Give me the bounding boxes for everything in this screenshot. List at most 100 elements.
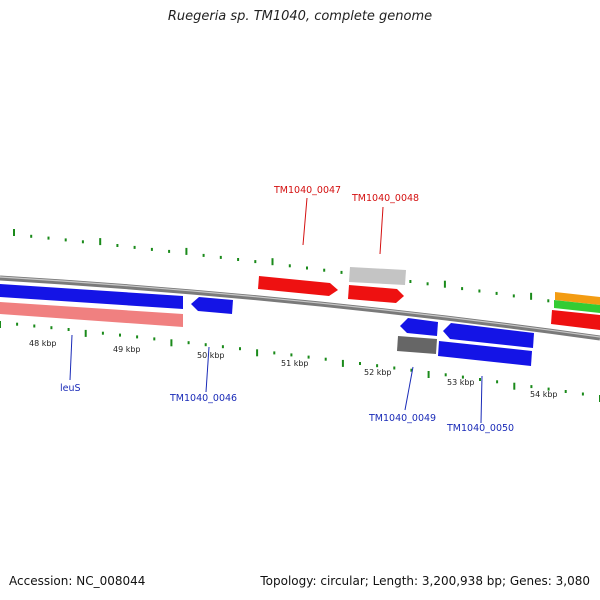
major-tick: [443, 280, 446, 288]
gene-label-0049[interactable]: TM1040_0049: [368, 413, 436, 424]
gene-green-feature[interactable]: [554, 300, 600, 313]
kbp-label: 52 kbp: [364, 368, 392, 377]
minor-tick: [288, 264, 291, 268]
major-tick: [427, 371, 430, 378]
minor-tick: [221, 345, 224, 349]
gene-0048-cds-feature[interactable]: [349, 267, 406, 285]
gene-label-leuS[interactable]: leuS: [60, 383, 81, 394]
gene-0050-cds-feature[interactable]: [438, 341, 532, 366]
minor-tick: [324, 357, 327, 361]
gene-label-0050[interactable]: TM1040_0050: [446, 423, 514, 434]
minor-tick: [547, 387, 550, 391]
major-tick: [256, 349, 259, 357]
leader-line-0049: [404, 366, 414, 411]
minor-tick: [50, 326, 53, 330]
gene-0047-feature[interactable]: [258, 276, 338, 296]
kbp-label: 49 kbp: [113, 345, 141, 354]
minor-tick: [150, 247, 153, 251]
genome-backbone-highlight: [0, 276, 600, 338]
leader-line-0050: [480, 375, 483, 424]
minor-tick: [306, 266, 308, 270]
minor-tick: [409, 280, 412, 283]
leader-line-0046: [205, 346, 210, 393]
kbp-label: 51 kbp: [281, 359, 309, 368]
gene-0046-feature[interactable]: [191, 297, 233, 314]
kbp-label: 50 kbp: [197, 351, 225, 360]
major-tick: [13, 229, 15, 236]
minor-tick: [479, 378, 481, 381]
minor-tick: [290, 353, 293, 357]
minor-tick: [254, 260, 257, 264]
major-tick: [513, 382, 516, 390]
minor-tick: [47, 236, 50, 240]
minor-tick: [204, 343, 207, 347]
minor-tick: [202, 253, 205, 257]
gene-red-right-feature[interactable]: [551, 310, 600, 330]
minor-tick: [495, 291, 498, 295]
minor-tick: [133, 245, 136, 249]
minor-tick: [116, 244, 119, 247]
minor-tick: [119, 333, 121, 337]
minor-tick: [30, 234, 33, 238]
minor-tick: [581, 392, 584, 396]
minor-tick: [530, 385, 533, 389]
major-tick: [0, 321, 1, 328]
genome-title: Ruegeria sp. TM1040, complete genome: [167, 9, 433, 24]
gene-0049-feature[interactable]: [400, 318, 438, 336]
minor-tick: [496, 380, 499, 384]
gene-orange-feature[interactable]: [555, 292, 600, 305]
gene-label-0046[interactable]: TM1040_0046: [169, 393, 237, 404]
minor-tick: [359, 362, 361, 365]
minor-tick: [512, 294, 515, 298]
major-tick: [84, 329, 87, 337]
gene-0049-cds-feature[interactable]: [397, 336, 437, 354]
major-tick: [185, 247, 188, 255]
minor-tick: [478, 289, 481, 293]
minor-tick: [564, 390, 567, 393]
minor-tick: [461, 287, 464, 291]
minor-tick: [187, 341, 190, 345]
kbp-label: 48 kbp: [29, 339, 57, 348]
leader-line-0048: [379, 206, 384, 255]
gene-0048-feature[interactable]: [348, 285, 404, 303]
leader-line-0047: [302, 197, 308, 246]
leader-line-leuS: [69, 334, 73, 381]
minor-tick: [16, 322, 19, 326]
kbp-label: 54 kbp: [530, 390, 558, 399]
minor-tick: [33, 324, 36, 328]
gene-label-0048[interactable]: TM1040_0048: [351, 193, 419, 204]
minor-tick: [376, 364, 379, 368]
kbp-labels: 48 kbp 49 kbp 50 kbp 51 kbp 52 kbp 53 kb…: [29, 339, 558, 399]
genome-summary-text: Topology: circular; Length: 3,200,938 bp…: [260, 574, 590, 588]
major-tick: [341, 359, 344, 367]
minor-tick: [461, 375, 464, 379]
minor-tick: [136, 335, 139, 339]
minor-tick: [219, 255, 222, 259]
minor-tick: [307, 355, 310, 359]
gene-label-leaders: [69, 197, 483, 424]
minor-tick: [426, 282, 429, 286]
gene-leuS-feature[interactable]: [0, 284, 183, 309]
kbp-label: 53 kbp: [447, 378, 475, 387]
minor-tick: [547, 299, 550, 303]
gene-leuS-cds-feature[interactable]: [0, 302, 183, 327]
minor-tick: [153, 337, 156, 341]
minor-tick: [273, 351, 276, 355]
minor-tick: [237, 258, 240, 261]
accession-text: Accession: NC_008044: [9, 574, 146, 588]
major-tick: [530, 292, 533, 300]
minor-tick: [323, 268, 326, 272]
minor-tick: [101, 331, 104, 335]
minor-tick: [444, 373, 447, 377]
minor-tick: [393, 366, 396, 370]
minor-tick: [340, 270, 343, 274]
gene-label-0047[interactable]: TM1040_0047: [273, 185, 341, 196]
minor-tick: [81, 240, 84, 244]
major-tick: [99, 238, 102, 246]
major-tick: [170, 339, 173, 347]
minor-tick: [67, 328, 70, 331]
gene-0050-feature[interactable]: [443, 323, 534, 348]
minor-tick: [64, 238, 67, 242]
gene-labels: leuS TM1040_0046 TM1040_0047 TM1040_0048…: [60, 185, 514, 434]
